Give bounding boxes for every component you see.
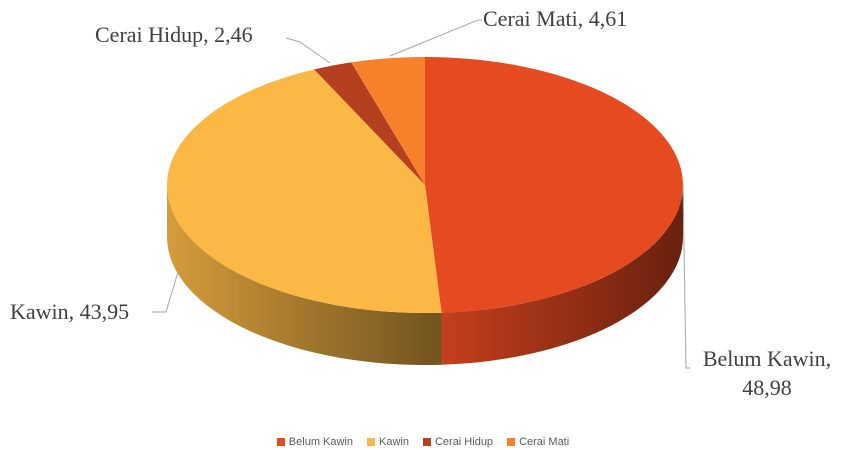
slice-side [441, 185, 683, 365]
legend-label: Cerai Mati [519, 436, 570, 448]
legend-swatch [422, 438, 431, 446]
legend-item: Kawin [367, 436, 409, 448]
leader-line [682, 182, 690, 369]
leader-line [389, 19, 482, 57]
legend-swatch [507, 438, 516, 446]
data-label: Cerai Hidup, 2,46 [95, 22, 253, 47]
slice [351, 57, 425, 185]
slice [425, 57, 683, 313]
leader-line [152, 271, 179, 313]
data-label: Belum Kawin, 48,98 [702, 346, 832, 400]
data-label: Kawin, 43,95 [10, 299, 130, 324]
slice [167, 69, 442, 313]
legend: Belum Kawin Kawin Cerai Hidup Cerai Mati [0, 436, 846, 448]
legend-label: Kawin [379, 436, 409, 448]
legend-label: Cerai Hidup [434, 436, 494, 448]
slice [314, 62, 425, 186]
leader-line [285, 37, 331, 64]
slice-side [167, 185, 442, 365]
legend-item: Cerai Hidup [422, 436, 494, 448]
legend-item: Cerai Mati [507, 436, 569, 448]
legend-label: Belum Kawin [288, 436, 353, 448]
legend-item: Belum Kawin [276, 436, 353, 448]
data-label: Cerai Mati, 4,61 [483, 6, 628, 31]
legend-swatch [367, 438, 375, 446]
legend-swatch [276, 438, 285, 446]
